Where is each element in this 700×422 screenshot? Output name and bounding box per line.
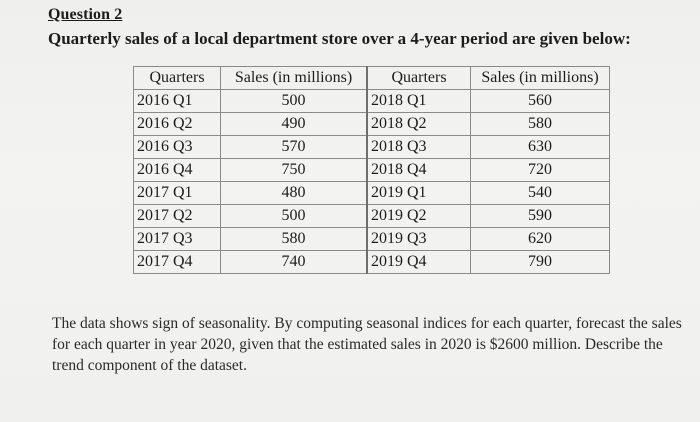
question-intro: Quarterly sales of a local department st… bbox=[48, 29, 631, 48]
header-quarters-right: Quarters bbox=[366, 66, 471, 90]
table-row: 2017 Q3 580 2019 Q3 620 bbox=[133, 227, 610, 251]
sales-cell: 500 bbox=[220, 204, 368, 228]
sales-cell: 480 bbox=[220, 181, 368, 205]
table-row: 2016 Q1 500 2018 Q1 560 bbox=[133, 89, 610, 113]
sales-cell: 740 bbox=[220, 250, 368, 274]
table-row: 2016 Q3 570 2018 Q3 630 bbox=[133, 135, 610, 159]
sales-cell: 590 bbox=[470, 204, 610, 228]
quarter-cell: 2019 Q1 bbox=[366, 181, 471, 205]
quarter-cell: 2018 Q1 bbox=[366, 89, 471, 113]
sales-cell: 540 bbox=[470, 181, 610, 205]
quarter-cell: 2019 Q4 bbox=[366, 250, 471, 274]
quarter-cell: 2016 Q3 bbox=[133, 135, 221, 159]
sales-cell: 500 bbox=[220, 89, 368, 113]
sales-cell: 790 bbox=[470, 250, 610, 274]
sales-cell: 560 bbox=[470, 89, 610, 113]
table-header-row: Quarters Sales (in millions) Quarters Sa… bbox=[133, 66, 610, 90]
sales-cell: 490 bbox=[220, 112, 368, 136]
sales-table: Quarters Sales (in millions) Quarters Sa… bbox=[133, 66, 610, 274]
quarter-cell: 2016 Q2 bbox=[133, 112, 221, 136]
table-row: 2016 Q2 490 2018 Q2 580 bbox=[133, 112, 610, 136]
quarter-cell: 2017 Q4 bbox=[133, 250, 221, 274]
sales-cell: 750 bbox=[220, 158, 368, 182]
quarter-cell: 2018 Q3 bbox=[366, 135, 471, 159]
header-quarters-left: Quarters bbox=[133, 66, 221, 90]
header-sales-left: Sales (in millions) bbox=[220, 66, 368, 90]
quarter-cell: 2017 Q1 bbox=[133, 181, 221, 205]
sales-cell: 620 bbox=[470, 227, 610, 251]
header-sales-right: Sales (in millions) bbox=[470, 66, 610, 90]
quarter-cell: 2018 Q4 bbox=[366, 158, 471, 182]
quarter-cell: 2018 Q2 bbox=[366, 112, 471, 136]
quarter-cell: 2019 Q2 bbox=[366, 204, 471, 228]
table-row: 2017 Q2 500 2019 Q2 590 bbox=[133, 204, 610, 228]
table-row: 2016 Q4 750 2018 Q4 720 bbox=[133, 158, 610, 182]
sales-cell: 580 bbox=[220, 227, 368, 251]
quarter-cell: 2016 Q1 bbox=[133, 89, 221, 113]
sales-cell: 720 bbox=[470, 158, 610, 182]
sales-cell: 570 bbox=[220, 135, 368, 159]
quarter-cell: 2016 Q4 bbox=[133, 158, 221, 182]
sales-cell: 630 bbox=[470, 135, 610, 159]
quarter-cell: 2019 Q3 bbox=[366, 227, 471, 251]
quarter-cell: 2017 Q2 bbox=[133, 204, 221, 228]
sales-table-container: Quarters Sales (in millions) Quarters Sa… bbox=[133, 66, 610, 274]
quarter-cell: 2017 Q3 bbox=[133, 227, 221, 251]
table-row: 2017 Q4 740 2019 Q4 790 bbox=[133, 250, 610, 274]
sales-cell: 580 bbox=[470, 112, 610, 136]
question-heading: Question 2 bbox=[48, 6, 123, 23]
instructions-paragraph: The data shows sign of seasonality. By c… bbox=[52, 315, 682, 374]
table-row: 2017 Q1 480 2019 Q1 540 bbox=[133, 181, 610, 205]
